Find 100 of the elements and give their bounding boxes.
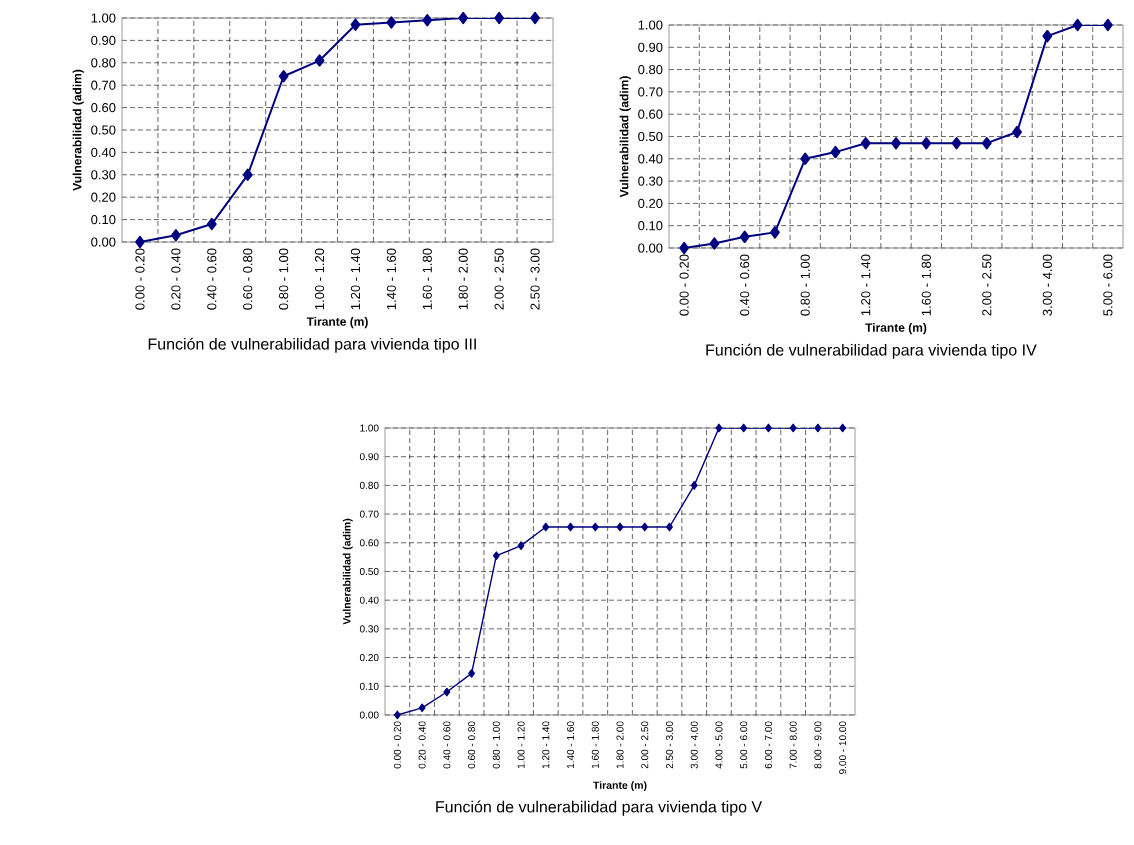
x-tick-label: 1.20 - 1.40 (542, 721, 550, 769)
text: Función de vulnerabilidad para vivienda tipo V (436, 800, 763, 816)
point (690, 481, 698, 490)
x-tick-label: 0.20 - 0.40 (171, 248, 181, 310)
point (839, 423, 847, 433)
point (891, 136, 901, 150)
y-tick-label: 0.90 (91, 35, 116, 45)
point (530, 11, 540, 25)
point (709, 237, 720, 250)
point (715, 423, 723, 433)
y-tick-label: 0.30 (638, 176, 663, 186)
point (135, 235, 145, 249)
point (278, 70, 289, 83)
x-tick-label: 1.60 - 1.80 (591, 721, 599, 769)
y-tick-label: 0.90 (638, 42, 663, 52)
y-tick-label: 0.00 (638, 243, 663, 253)
point (981, 136, 992, 150)
y-tick-label: 1.00 (91, 13, 116, 23)
x-tick-label: 2.50 - 3.00 (665, 721, 674, 769)
y-tick-label: 0.60 (91, 102, 116, 113)
y-tick-label: 0.30 (359, 625, 379, 633)
x-tick-label: 0.00 - 0.20 (135, 248, 145, 310)
point (206, 217, 217, 231)
y-tick-label: 0.20 (638, 198, 663, 208)
point (1072, 18, 1083, 32)
y-tick-label: 0.10 (91, 214, 116, 225)
point (800, 152, 811, 165)
x-tick-label: 1.20 - 1.40 (861, 254, 871, 316)
y-tick-label: 0.10 (638, 221, 663, 231)
point (242, 168, 253, 181)
x-tick-label: 3.00 - 4.00 (1042, 254, 1052, 316)
y-tick-label: 0.80 (359, 481, 379, 489)
point (789, 423, 797, 433)
point (494, 11, 505, 25)
y-tick-label: 0.80 (91, 58, 116, 68)
x-tick-label: 0.80 - 1.00 (279, 248, 289, 310)
x-tick-label: 0.60 - 0.80 (468, 721, 476, 769)
x-axis-title: Tirante (m) (865, 323, 927, 335)
point (860, 136, 871, 150)
y-tick-label: 0.60 (359, 539, 379, 547)
point (393, 710, 401, 720)
y-tick-label: 0.20 (91, 192, 116, 202)
x-tick-label: 1.40 - 1.60 (567, 721, 575, 769)
x-tick-label: 9.00 - 10.00 (839, 721, 847, 774)
point (443, 687, 451, 697)
y-tick-label: 0.50 (359, 567, 379, 576)
y-tick-label: 0.30 (91, 170, 116, 180)
x-tick-label: 2.50 - 3.00 (530, 248, 540, 310)
x-tick-label: 2.00 - 2.50 (494, 248, 504, 310)
x-tick-label: 0.40 - 0.60 (443, 721, 451, 769)
x-tick-label: 1.80 - 2.00 (458, 248, 468, 310)
x-tick-label: 6.00 - 7.00 (764, 721, 772, 769)
text: Función de vulnerabilidad para vivienda tipo III (148, 337, 476, 353)
x-tick-label: 0.20 - 0.40 (418, 721, 426, 769)
x-tick-label: 2.00 - 2.50 (982, 254, 992, 316)
y-axis-title: Vulnerabilidad (adim) (342, 518, 353, 625)
point (616, 522, 624, 532)
x-tick-label: 0.40 - 0.60 (207, 248, 217, 310)
point (1102, 18, 1113, 32)
x-tick-label: 0.80 - 1.00 (492, 721, 500, 769)
y-tick-label: 0.00 (91, 237, 116, 247)
point (921, 136, 932, 150)
x-tick-label: 0.40 - 0.60 (740, 254, 750, 316)
x-tick-label: 1.80 - 2.00 (616, 721, 624, 769)
y-tick-label: 1.00 (638, 20, 663, 30)
point (468, 669, 476, 678)
x-tick-label: 1.60 - 1.80 (422, 248, 432, 310)
y-tick-label: 0.50 (638, 131, 663, 142)
point (666, 522, 673, 532)
point (765, 423, 772, 433)
point (418, 703, 426, 713)
x-tick-label: 2.00 - 2.50 (641, 721, 649, 769)
x-tick-label: 0.00 - 0.20 (393, 721, 401, 769)
point (739, 230, 750, 244)
point (830, 145, 841, 159)
y-tick-label: 0.40 (91, 147, 116, 157)
y-tick-label: 0.50 (91, 125, 116, 135)
y-tick-label: 0.80 (638, 64, 663, 75)
point (770, 226, 780, 239)
x-tick-label: 0.80 - 1.00 (800, 254, 810, 316)
point (422, 14, 433, 27)
y-axis-title: Vulnerabilidad (adim) (72, 69, 84, 191)
y-tick-label: 0.70 (638, 87, 663, 97)
point (492, 551, 500, 561)
x-tick-label: 1.20 - 1.40 (350, 248, 361, 310)
y-tick-label: 1.00 (360, 424, 379, 432)
point (951, 136, 962, 150)
y-tick-label: 0.00 (359, 711, 379, 719)
x-axis-title: Tirante (m) (306, 317, 368, 329)
x-tick-label: 0.00 - 0.20 (679, 254, 689, 316)
x-tick-label: 0.60 - 0.80 (243, 248, 253, 310)
y-axis-title: Vulnerabilidad (adim) (619, 76, 631, 198)
y-tick-label: 0.10 (359, 682, 379, 690)
point (350, 18, 361, 31)
point (314, 54, 325, 67)
x-tick-label: 8.00 - 9.00 (814, 721, 822, 769)
x-tick-label: 7.00 - 8.00 (789, 721, 797, 769)
y-tick-label: 0.40 (359, 596, 379, 604)
point (386, 16, 397, 29)
point (170, 229, 181, 242)
